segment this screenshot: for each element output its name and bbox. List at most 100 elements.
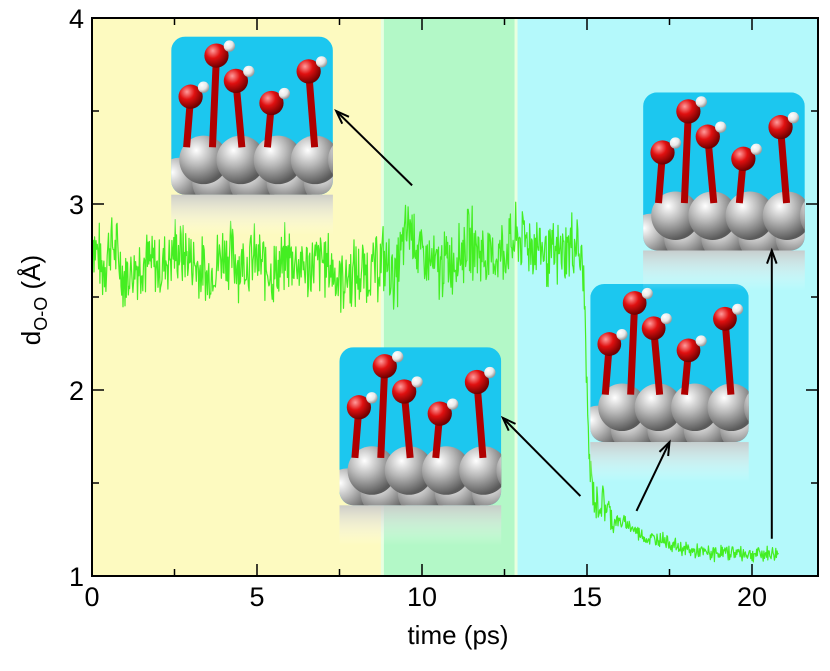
hydrogen-atom bbox=[750, 143, 762, 155]
silver-atom bbox=[290, 135, 333, 185]
oxygen-atom bbox=[622, 291, 647, 315]
y-tick-label: 4 bbox=[69, 4, 84, 34]
hydrogen-atom bbox=[616, 329, 628, 341]
y-tick-label: 2 bbox=[69, 376, 84, 406]
molecular-snapshot-insets bbox=[171, 36, 805, 546]
bond bbox=[721, 318, 735, 395]
bond bbox=[473, 381, 487, 459]
x-tick-label: 20 bbox=[737, 582, 767, 612]
silver-atom bbox=[651, 191, 700, 240]
y-axis-title-main: d bbox=[16, 331, 46, 345]
silver-atom bbox=[598, 383, 646, 432]
silver-atom bbox=[688, 191, 737, 240]
y-axis-title: dO-O (Å) bbox=[16, 255, 51, 345]
bond bbox=[777, 126, 791, 204]
silver-atom bbox=[179, 135, 228, 185]
oxygen-atom bbox=[259, 90, 284, 116]
hydrogen-atom bbox=[695, 335, 707, 347]
inset-image bbox=[590, 283, 749, 443]
inset-1 bbox=[171, 36, 333, 235]
oxygen-atom bbox=[346, 395, 372, 420]
hydrogen-atom bbox=[641, 287, 653, 300]
series-layer bbox=[91, 201, 779, 563]
series-line bbox=[91, 201, 779, 563]
oxygen-atom bbox=[731, 146, 756, 171]
oxygen-atom bbox=[768, 115, 793, 140]
oxygen-atom bbox=[204, 43, 229, 68]
silver-atom bbox=[216, 135, 265, 185]
inset-reflection bbox=[171, 194, 333, 235]
x-axis-title: time (ps) bbox=[407, 620, 508, 650]
hydrogen-atom bbox=[392, 351, 404, 363]
inset-2 bbox=[339, 347, 502, 546]
annotation-arrows bbox=[334, 108, 778, 539]
inset-4 bbox=[643, 92, 805, 291]
hydrogen-atom bbox=[732, 303, 744, 315]
bond bbox=[627, 302, 639, 395]
hydrogen-atom bbox=[278, 87, 291, 100]
bond bbox=[680, 111, 692, 204]
oxygen-atom bbox=[392, 379, 417, 404]
oxygen-atom bbox=[296, 59, 321, 84]
arrow-line bbox=[635, 441, 671, 512]
oxygen-atom bbox=[178, 84, 203, 109]
oxygen-atom bbox=[650, 140, 675, 165]
y-axis-title-unit: (Å) bbox=[16, 255, 46, 290]
arrow-head bbox=[766, 247, 778, 264]
x-tick-label: 0 bbox=[84, 582, 99, 612]
hydrogen-atom bbox=[411, 376, 423, 388]
oxygen-atom bbox=[372, 354, 397, 379]
silver-atom bbox=[421, 446, 471, 495]
oxygen-atom bbox=[223, 68, 249, 93]
oxygen-atom bbox=[427, 401, 452, 426]
inset-image bbox=[171, 36, 333, 195]
silver-atom bbox=[384, 446, 434, 495]
silver-atom bbox=[725, 191, 775, 240]
inset-reflection bbox=[643, 250, 805, 291]
oxygen-atom bbox=[676, 338, 701, 363]
hydrogen-atom bbox=[197, 81, 210, 93]
silver-atom bbox=[671, 383, 719, 432]
hydrogen-atom bbox=[484, 366, 496, 379]
oxygen-atom bbox=[597, 332, 622, 356]
bond bbox=[377, 366, 389, 459]
x-tick-label: 10 bbox=[407, 582, 437, 612]
hydrogen-atom bbox=[695, 96, 707, 108]
silver-atom bbox=[459, 446, 502, 495]
x-tick-label: 15 bbox=[572, 582, 602, 612]
bond bbox=[208, 55, 220, 148]
hydrogen-atom bbox=[715, 121, 727, 133]
oxygen-atom bbox=[713, 306, 737, 331]
oxygen-atom bbox=[464, 369, 490, 395]
hydrogen-atom bbox=[660, 313, 672, 325]
inset-image bbox=[643, 92, 805, 251]
silver-atom bbox=[634, 383, 683, 432]
arrow-line bbox=[502, 417, 582, 497]
silver-atom bbox=[347, 446, 397, 495]
hydrogen-atom bbox=[223, 40, 236, 52]
hydrogen-atom bbox=[669, 137, 682, 149]
bond bbox=[305, 71, 319, 148]
hydrogen-atom bbox=[366, 392, 378, 404]
silver-atom bbox=[253, 135, 303, 185]
y-axis-title-sub: O-O bbox=[31, 297, 51, 331]
silver-atom bbox=[762, 191, 805, 240]
tick-labels: 0 5 10 15 20 1 2 3 4 bbox=[69, 4, 767, 612]
arrow-line bbox=[335, 110, 413, 187]
y-tick-label: 1 bbox=[69, 562, 84, 592]
hydrogen-atom bbox=[447, 398, 459, 410]
hydrogen-atom bbox=[243, 65, 255, 78]
y-tick-label: 3 bbox=[69, 190, 84, 220]
inset-3 bbox=[590, 283, 749, 483]
oxygen-atom bbox=[676, 99, 701, 124]
plot-frame bbox=[91, 17, 819, 577]
oxygen-atom bbox=[641, 316, 666, 341]
x-tick-label: 5 bbox=[249, 582, 264, 612]
hydrogen-atom bbox=[315, 56, 328, 68]
oxygen-atom bbox=[695, 124, 720, 149]
arrow-head bbox=[334, 108, 350, 125]
silver-atom bbox=[707, 383, 749, 432]
inset-reflection bbox=[339, 505, 502, 546]
arrow-head bbox=[658, 439, 671, 457]
